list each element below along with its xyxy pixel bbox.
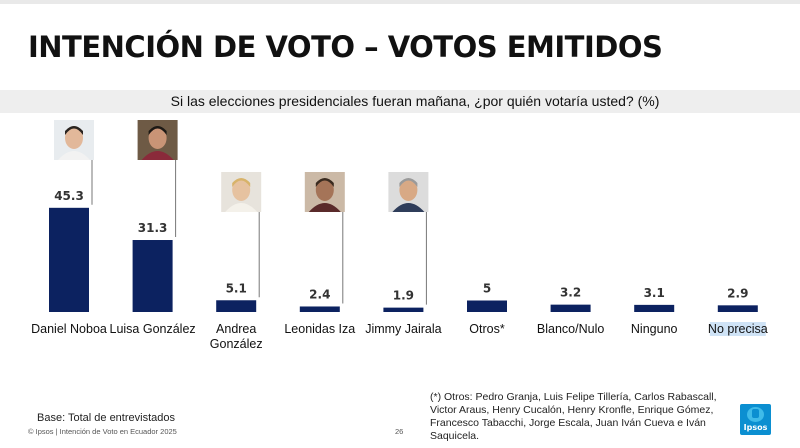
data-label: 31.3 <box>138 221 168 235</box>
category-label: Daniel Noboa <box>31 322 107 336</box>
person-photo-icon <box>137 120 178 160</box>
data-label: 1.9 <box>393 289 414 303</box>
person-photo-icon <box>54 120 94 160</box>
slide-title: INTENCIÓN DE VOTO – VOTOS EMITIDOS <box>28 30 663 64</box>
data-label: 3.1 <box>644 286 665 300</box>
category-label: No precisa <box>708 322 768 336</box>
category-label: Jimmy Jairala <box>365 322 441 336</box>
category-highlight <box>709 322 766 336</box>
data-label: 3.2 <box>560 286 581 300</box>
data-label: 2.9 <box>727 286 748 300</box>
logo-wordmark: Ipsos <box>743 423 768 432</box>
category-label: González <box>210 337 263 351</box>
chart-bar <box>383 307 424 312</box>
data-label: 2.4 <box>309 287 330 301</box>
data-label: 45.3 <box>54 189 84 203</box>
vote-intention-bar-chart: 45.3 Daniel Noboa 31.3 Luisa González 5.1 And… <box>31 120 768 351</box>
chart-bar <box>634 304 675 312</box>
chart-bar <box>467 300 507 312</box>
survey-question: Si las elecciones presidenciales fueran … <box>170 93 660 109</box>
ipsos-logo: Ipsos <box>740 404 771 435</box>
chart-bar <box>49 207 89 312</box>
category-label: Otros* <box>469 322 505 336</box>
others-footnote: (*) Otros: Pedro Granja, Luis Felipe Til… <box>430 391 717 442</box>
person-photo-icon <box>221 172 262 212</box>
data-label: 5 <box>483 282 491 296</box>
chart-bar <box>216 300 257 312</box>
category-label: Andrea <box>216 322 256 336</box>
category-label: Blanco/Nulo <box>537 322 604 336</box>
chart-bar <box>717 305 758 312</box>
chart-bar <box>550 304 591 312</box>
category-label: Luisa González <box>110 322 196 336</box>
data-label: 5.1 <box>226 281 247 295</box>
base-note: Base: Total de entrevistados <box>37 412 175 424</box>
category-label: Ninguno <box>631 322 678 336</box>
person-photo-icon <box>388 172 429 212</box>
category-label: Leonidas Iza <box>284 322 355 336</box>
question-band: Si las elecciones presidenciales fueran … <box>0 90 800 113</box>
page-number: 26 <box>395 427 404 436</box>
person-photo-icon <box>304 172 345 212</box>
copyright-text: © Ipsos | Intención de Voto en Ecuador 2… <box>28 427 177 436</box>
chart-bar <box>132 240 173 312</box>
chart-bar <box>299 306 340 312</box>
top-bar <box>0 0 800 4</box>
logo-mark-inner <box>752 409 759 418</box>
